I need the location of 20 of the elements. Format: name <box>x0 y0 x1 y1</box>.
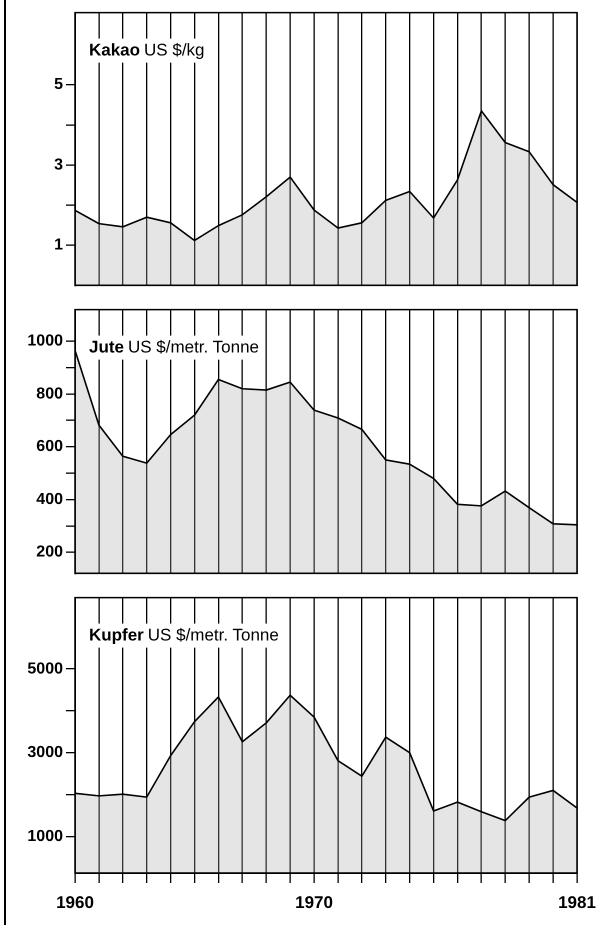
y-tick-label: 3000 <box>27 744 64 762</box>
y-axis-title: US $/metr. Tonne <box>128 337 259 356</box>
y-tick-label: 200 <box>36 544 64 561</box>
y-tick-label: 1000 <box>27 828 64 845</box>
x-tick-label: 1960 <box>56 892 94 912</box>
y-tick-label: 600 <box>36 438 64 456</box>
y-tick-label: 5 <box>54 76 64 94</box>
y-axis-title: US $/kg <box>144 40 205 60</box>
y-tick-label: 1 <box>54 236 64 254</box>
y-tick-label: 3 <box>54 156 64 174</box>
y-axis-title: US $/metr. Tonne <box>148 625 279 644</box>
text: Kakao <box>89 40 140 60</box>
y-tick-label: 800 <box>36 385 64 402</box>
x-tick-label: 1981 <box>558 892 596 912</box>
y-tick-label: 5000 <box>27 660 64 678</box>
y-tick-label: 1000 <box>27 332 64 350</box>
text: Kupfer <box>89 625 144 644</box>
x-tick-label: 1970 <box>295 892 333 912</box>
y-tick-label: 400 <box>36 490 64 508</box>
text: Jute <box>89 337 124 356</box>
